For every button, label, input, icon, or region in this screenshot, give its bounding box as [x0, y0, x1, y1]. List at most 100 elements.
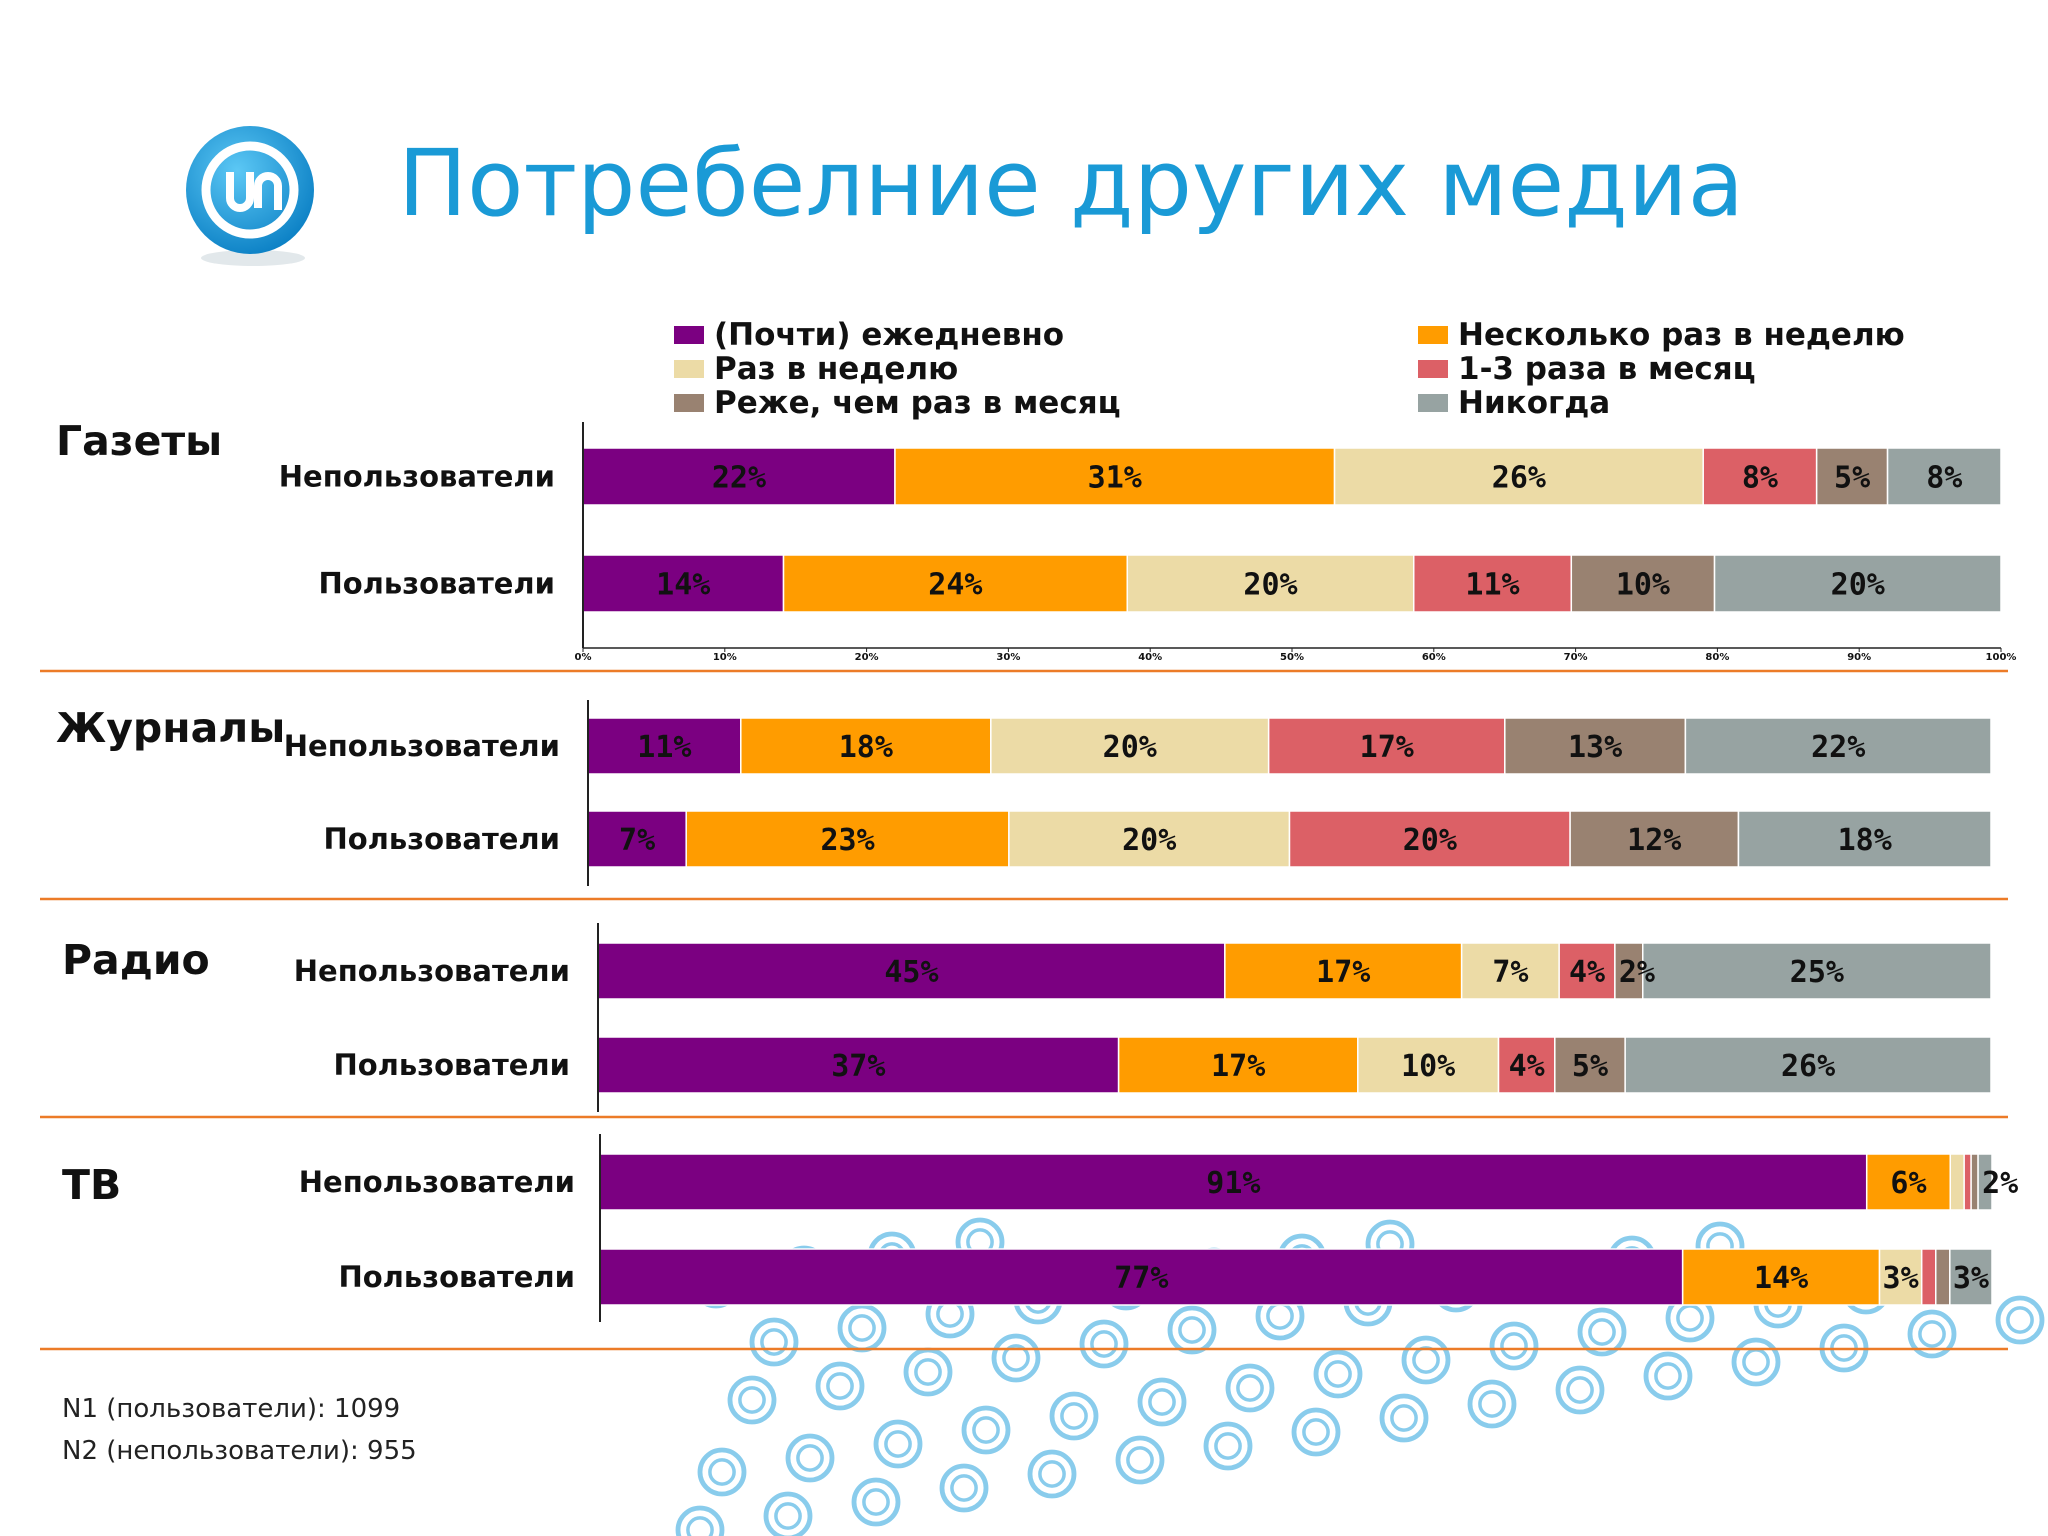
group-1-row-2-value-daily: 14% [656, 568, 710, 603]
group-2-row-2-value-rarer: 12% [1627, 823, 1681, 858]
group-2-row-2-value-several-week: 23% [820, 823, 874, 858]
group-3-row-1-label: Непользователи [294, 954, 570, 988]
legend-swatch-once-week [674, 360, 704, 378]
group-3-row-2-label: Пользователи [333, 1048, 570, 1082]
watermark-at-icon [815, 1361, 865, 1411]
group-4-row-1-bar-never [1977, 1153, 1993, 1211]
watermark-at-icon [1203, 1421, 1253, 1471]
group-1-row-2-bar-rarer [1570, 554, 1716, 613]
group-1-tick-label-6: 60% [1422, 652, 1446, 663]
group-4-row-2-bar-several-week [1681, 1248, 1881, 1306]
group-1-title: Газеты [56, 417, 222, 465]
legend-label-once-week: Раз в неделю [714, 351, 959, 387]
page-title: Потребелние других медиа [398, 130, 1745, 237]
group-1-row-1-value-daily: 22% [712, 461, 766, 496]
group-1-tick-label-1: 10% [713, 652, 737, 663]
watermark-at-icon [785, 1433, 835, 1483]
group-2-row-2-value-never: 18% [1838, 823, 1892, 858]
group-4-row-2-value-never: 3% [1953, 1261, 1989, 1296]
group-4-row-1-label: Непользователи [299, 1165, 575, 1199]
group-1-row-2-bar-once-week [1126, 554, 1415, 613]
group-2-row-2-bar-one-three-month [1288, 810, 1571, 868]
ua-logo [178, 120, 328, 270]
watermark-at-icon [1995, 1295, 2045, 1345]
group-2-row-1-bar-once-week [990, 717, 1270, 775]
group-3-row-2-value-one-three-month: 4% [1509, 1049, 1545, 1084]
group-2-row-2-value-once-week: 20% [1122, 823, 1176, 858]
watermark-at-icon [1049, 1391, 1099, 1441]
group-1-row-1-value-never: 8% [1926, 461, 1962, 496]
legend-label-one-three-month: 1-3 раза в месяц [1458, 351, 1756, 387]
group-1-row-1-value-once-week: 26% [1492, 461, 1546, 496]
ua-at-logo-icon [186, 126, 314, 266]
group-3-row-1-value-once-week: 7% [1492, 955, 1528, 990]
group-2-row-1-bar-rarer [1504, 717, 1687, 775]
group-1-tick-label-10: 100% [1986, 652, 2017, 663]
group-3-row-1-value-rarer: 2% [1619, 955, 1655, 990]
note-n2: N2 (непользователи): 955 [62, 1436, 417, 1466]
group-1-row-2-value-once-week: 20% [1243, 568, 1297, 603]
legend-swatch-daily [674, 326, 704, 344]
group-2-row-1-value-once-week: 20% [1103, 730, 1157, 765]
watermark-at-icon [1291, 1407, 1341, 1457]
group-3-row-1-bar-once-week [1460, 942, 1560, 1000]
watermark-at-icon [763, 1491, 813, 1536]
legend-swatch-several-week [1418, 326, 1448, 344]
group-1-row-2-bar-never [1713, 554, 2002, 613]
watermark-at-icon [1225, 1363, 1275, 1413]
group-1-tick-label-2: 20% [855, 652, 879, 663]
group-1-row-2-label: Пользователи [318, 567, 555, 601]
group-3-row-2-bar-daily [597, 1036, 1120, 1094]
group-1-row-2-value-one-three-month: 11% [1465, 568, 1519, 603]
group-1-row-1-bar-one-three-month [1702, 447, 1818, 506]
group-1-row-2-value-never: 20% [1831, 568, 1885, 603]
group-2-row-2-bar-never [1737, 810, 1992, 868]
watermark-at-icon [1027, 1449, 1077, 1499]
watermark-at-icon [697, 1447, 747, 1497]
watermark-at-icon [1167, 1305, 1217, 1355]
legend-item-never: Никогда [1418, 386, 1610, 420]
group-2-row-2-value-one-three-month: 20% [1403, 823, 1457, 858]
group-1-row-1-bar-several-week [894, 447, 1336, 506]
group-1-row-2-bar-daily [582, 554, 785, 613]
group-2-row-1-value-daily: 11% [637, 730, 691, 765]
group-1-tick-label-8: 80% [1705, 652, 1729, 663]
watermark-at-icon [675, 1505, 725, 1536]
group-1-row-2-bar-several-week [782, 554, 1129, 613]
group-1-tick-label-5: 50% [1280, 652, 1304, 663]
group-2-row-2-label: Пользователи [323, 822, 560, 856]
group-4-row-1-value-daily: 91% [1206, 1166, 1260, 1201]
watermark-at-icon [873, 1419, 923, 1469]
group-1-row-1-bar-never [1886, 447, 2002, 506]
legend-label-rarer: Реже, чем раз в месяц [714, 385, 1121, 421]
group-1-tick-label-3: 30% [996, 652, 1020, 663]
group-3-row-2-bar-rarer [1554, 1036, 1626, 1094]
group-3-row-2-bar-once-week [1357, 1036, 1500, 1094]
group-4-row-1-value-several-week: 6% [1890, 1166, 1926, 1201]
group-4-row-2-bar-once-week [1878, 1248, 1923, 1306]
group-3-row-2-value-never: 26% [1781, 1049, 1835, 1084]
group-1-row-1-bar-rarer [1815, 447, 1889, 506]
watermark-at-icon [1079, 1319, 1129, 1369]
group-2-row-1-bar-never [1684, 717, 1992, 775]
watermark-at-icon [961, 1405, 1011, 1455]
group-1-row-1-label: Непользователи [279, 460, 555, 494]
watermark-at-icon [851, 1477, 901, 1527]
legend-swatch-one-three-month [1418, 360, 1448, 378]
group-2-title: Журналы [56, 704, 285, 752]
watermark-at-icon [1555, 1365, 1605, 1415]
legend-swatch-never [1418, 394, 1448, 412]
group-1-tick-label-7: 70% [1564, 652, 1588, 663]
group-1-tick-label-0: 0% [575, 652, 592, 663]
group-4-row-1-bar-once-week [1949, 1153, 1965, 1211]
group-1-row-2-value-rarer: 10% [1616, 568, 1670, 603]
watermark-at-icon [1379, 1393, 1429, 1443]
group-2-row-1-label: Непользователи [284, 729, 560, 763]
group-4-row-2-value-several-week: 14% [1754, 1261, 1808, 1296]
group-3-row-1-value-never: 25% [1790, 955, 1844, 990]
group-4-row-2-value-once-week: 3% [1883, 1261, 1919, 1296]
legend-label-never: Никогда [1458, 385, 1611, 421]
watermark-at-icon [1577, 1307, 1627, 1357]
watermark-at-icon [1115, 1435, 1165, 1485]
